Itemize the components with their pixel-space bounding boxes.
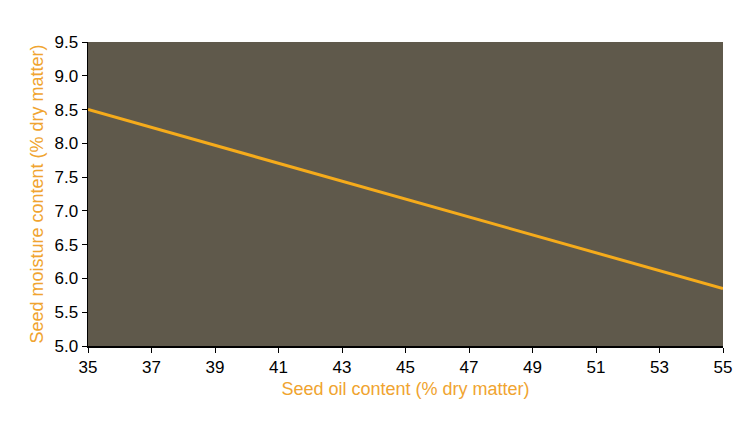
svg-text:41: 41 (269, 358, 288, 377)
svg-text:5.5: 5.5 (54, 303, 78, 322)
svg-text:9.5: 9.5 (54, 33, 78, 52)
svg-text:55: 55 (714, 358, 733, 377)
svg-text:7.5: 7.5 (54, 168, 78, 187)
svg-text:6.0: 6.0 (54, 269, 78, 288)
svg-text:8.5: 8.5 (54, 101, 78, 120)
svg-text:47: 47 (460, 358, 479, 377)
svg-text:53: 53 (650, 358, 669, 377)
svg-text:49: 49 (523, 358, 542, 377)
svg-text:6.5: 6.5 (54, 236, 78, 255)
svg-text:7.0: 7.0 (54, 202, 78, 221)
svg-text:37: 37 (142, 358, 161, 377)
svg-text:8.0: 8.0 (54, 134, 78, 153)
svg-text:9.0: 9.0 (54, 67, 78, 86)
svg-text:Seed moisture content (% dry m: Seed moisture content (% dry matter) (27, 44, 47, 343)
svg-text:Seed oil content (% dry matter: Seed oil content (% dry matter) (281, 379, 529, 399)
svg-text:51: 51 (587, 358, 606, 377)
svg-text:45: 45 (396, 358, 415, 377)
svg-text:5.0: 5.0 (54, 337, 78, 356)
svg-text:43: 43 (333, 358, 352, 377)
svg-text:39: 39 (206, 358, 225, 377)
svg-text:35: 35 (79, 358, 98, 377)
